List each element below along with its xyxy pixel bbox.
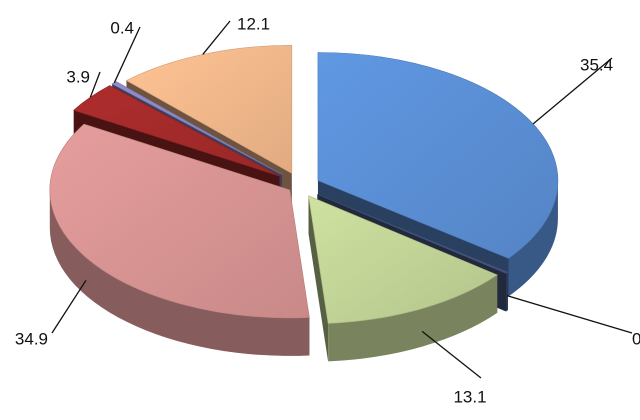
pie-tops xyxy=(49,45,559,324)
data-label-4: 3.9 xyxy=(66,67,90,86)
pie-slice-4 xyxy=(73,85,280,177)
pie-slice-wall-3 xyxy=(49,189,310,356)
pie-slice-2 xyxy=(308,195,498,324)
pie-slice-cut-2 xyxy=(308,195,329,362)
pie-slice-5 xyxy=(111,81,282,175)
leader-line-2 xyxy=(421,330,482,379)
data-label-3: 34.9 xyxy=(15,329,48,348)
data-label-2: 13.1 xyxy=(453,387,486,406)
leader-line-3 xyxy=(51,279,87,334)
data-label-6: 12.1 xyxy=(237,14,270,33)
leader-line-6 xyxy=(202,20,231,55)
data-label-1: 0.2 xyxy=(632,329,640,348)
pie-slice-wall-1 xyxy=(506,272,508,312)
leader-line-4 xyxy=(89,71,101,98)
leader-line-1 xyxy=(506,294,633,334)
pie-slice-3 xyxy=(49,123,310,319)
pie-slice-6 xyxy=(125,45,293,174)
pie-slice-wall-0 xyxy=(508,180,558,297)
data-labels: 35.4 0.2 13.1 34.9 3.9 0.4 12.1 xyxy=(15,14,640,406)
data-label-0: 35.4 xyxy=(580,55,613,74)
data-label-5: 0.4 xyxy=(110,18,134,37)
leader-line-5 xyxy=(113,26,141,84)
pie-slice-1 xyxy=(317,194,509,274)
leader-line-0 xyxy=(532,57,613,125)
pie-slice-wall-2 xyxy=(328,274,498,362)
